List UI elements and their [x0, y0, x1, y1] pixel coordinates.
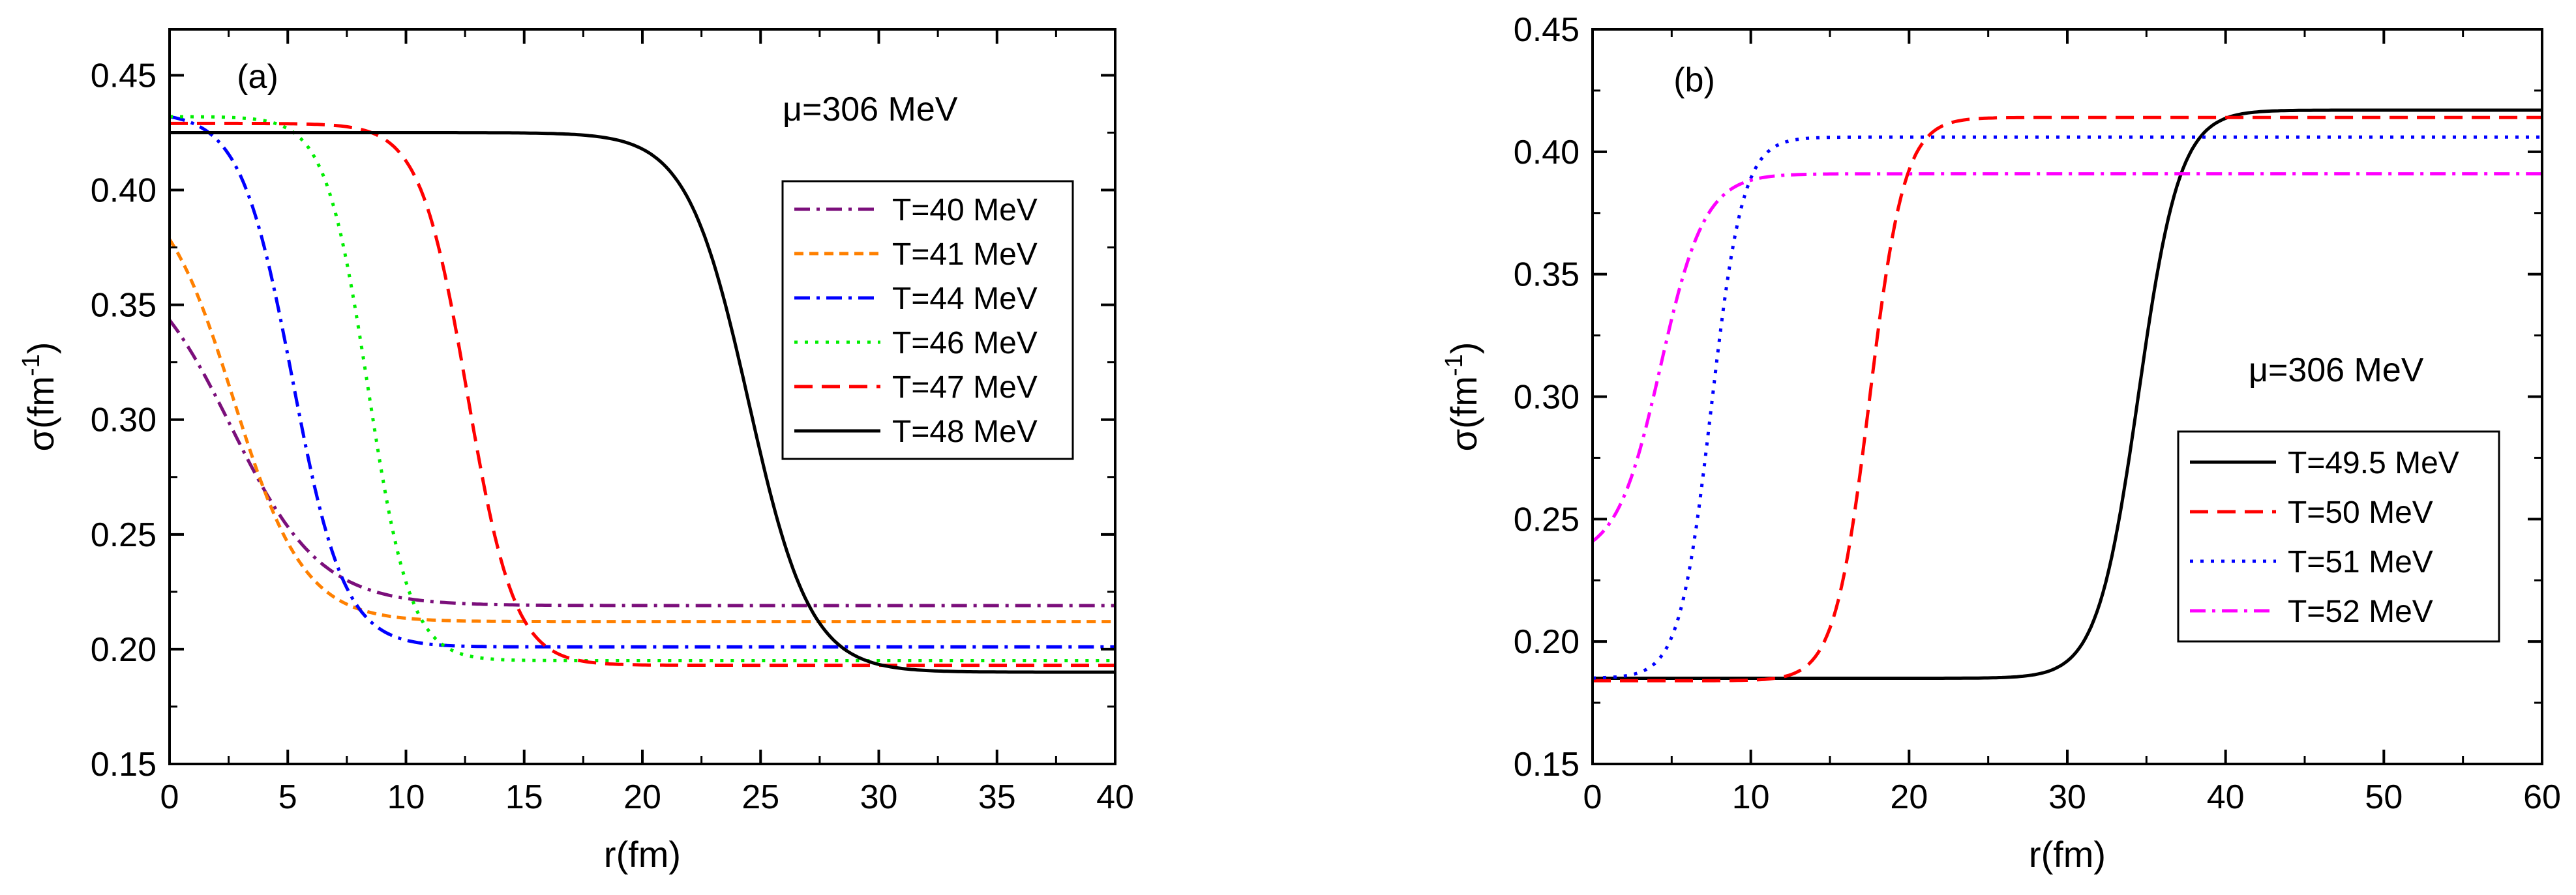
mu-annotation: μ=306 MeV — [783, 91, 958, 128]
legend-entry: T=40 MeV — [892, 193, 1038, 227]
x-tick-label: 40 — [1096, 778, 1134, 816]
y-tick-label: 0.20 — [91, 631, 157, 669]
x-tick-label: 15 — [505, 778, 543, 816]
mu-annotation: μ=306 MeV — [2249, 351, 2424, 389]
x-tick-label: 50 — [2365, 778, 2403, 816]
x-axis-title: r(fm) — [2029, 834, 2106, 875]
legend-entry: T=46 MeV — [892, 326, 1038, 360]
y-axis-title-superscript: -1 — [18, 354, 45, 376]
y-tick-label: 0.45 — [1514, 11, 1580, 49]
x-tick-label: 20 — [1890, 778, 1928, 816]
series-line-t-50-mev — [1593, 115, 2542, 682]
panel-b: 0 10 20 30 40 50 60 0.15 0.20 0.25 0.30 0.35 0.40 0.4… — [1441, 11, 2561, 875]
legend-entry: T=41 MeV — [892, 237, 1038, 272]
y-tick-label: 0.15 — [91, 746, 157, 784]
y-tick-label: 0.40 — [91, 172, 157, 210]
x-tick-label: 0 — [1583, 778, 1602, 816]
series-line-t-51-mev — [1593, 135, 2542, 680]
legend-entry: T=51 MeV — [2288, 545, 2433, 580]
y-tick-label: 0.20 — [1514, 623, 1580, 661]
x-axis-title: r(fm) — [604, 834, 681, 875]
x-tick-label: 30 — [2048, 778, 2086, 816]
legend-entry: T=48 MeV — [892, 415, 1038, 449]
y-tick-label: 0.30 — [1514, 379, 1580, 417]
panel-label: (a) — [237, 58, 278, 96]
x-tick-label: 0 — [160, 778, 179, 816]
series-line-t-49.5-mev — [1593, 108, 2542, 680]
x-tick-label: 25 — [741, 778, 779, 816]
y-axis-title: σ(fm-1) — [1441, 342, 1484, 452]
x-tick-label: 35 — [978, 778, 1016, 816]
panel-a: 0 5 10 15 20 25 30 35 40 0.15 0.20 0.25 0.30 0.35 0.40… — [18, 28, 1134, 875]
x-tick-label: 10 — [1732, 778, 1770, 816]
y-axis-title: σ(fm-1) — [18, 342, 61, 452]
x-tick-label: 40 — [2207, 778, 2245, 816]
plot-frame — [1591, 28, 2543, 765]
legend: T=40 MeV T=41 MeV T=44 MeV T=46 MeV T=47 MeV… — [781, 180, 1074, 460]
x-tick-label: 60 — [2523, 778, 2561, 816]
x-tick-label: 10 — [387, 778, 425, 816]
series-line-t-48-mev — [170, 131, 1115, 674]
x-tick-label: 5 — [278, 778, 297, 816]
x-tick-label: 20 — [623, 778, 661, 816]
legend-entry: T=47 MeV — [892, 370, 1038, 405]
y-tick-label: 0.25 — [1514, 501, 1580, 538]
y-tick-label: 0.45 — [91, 57, 157, 95]
y-axis-title-superscript: -1 — [1441, 354, 1468, 376]
legend-entry: T=52 MeV — [2288, 594, 2433, 629]
series-line-t-46-mev — [170, 115, 1115, 662]
y-tick-label: 0.40 — [1514, 134, 1580, 171]
x-tick-label: 30 — [860, 778, 898, 816]
legend-entry: T=49.5 MeV — [2288, 446, 2459, 480]
curves — [1593, 108, 2542, 682]
curves — [170, 115, 1115, 674]
legend-box — [781, 180, 1074, 460]
series-line-t-52-mev — [1593, 172, 2542, 543]
y-tick-label: 0.35 — [91, 287, 157, 325]
y-tick-label: 0.15 — [1514, 746, 1580, 784]
series-line-t-40-mev — [170, 319, 1115, 608]
legend: T=49.5 MeV T=50 MeV T=51 MeV T=52 MeV — [2177, 430, 2500, 643]
y-tick-label: 0.25 — [91, 516, 157, 554]
legend-box — [2177, 430, 2500, 643]
y-tick-label: 0.35 — [1514, 256, 1580, 294]
series-line-t-41-mev — [170, 238, 1115, 624]
series-line-t-47-mev — [170, 121, 1115, 668]
y-tick-label: 0.30 — [91, 402, 157, 439]
legend-entry: T=44 MeV — [892, 282, 1038, 316]
panel-label: (b) — [1673, 61, 1715, 99]
legend-entry: T=50 MeV — [2288, 495, 2433, 530]
series-line-t-44-mev — [170, 115, 1115, 649]
